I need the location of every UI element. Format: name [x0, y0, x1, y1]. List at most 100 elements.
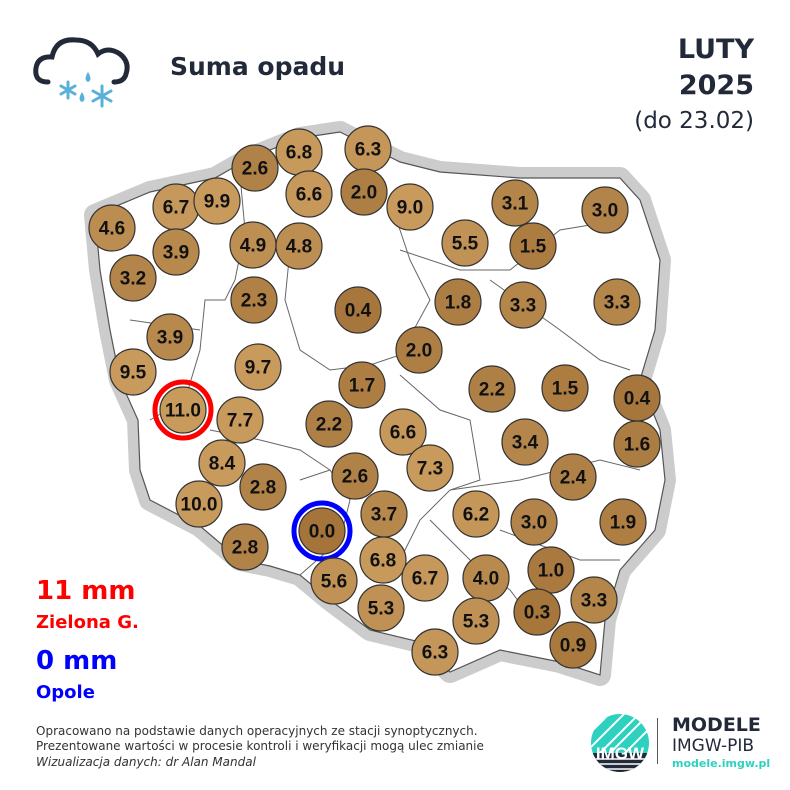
station-marker: 3.1 — [491, 179, 539, 227]
station-marker: 2.3 — [230, 276, 278, 324]
station-value: 2.3 — [241, 291, 267, 312]
station-circle — [338, 361, 386, 409]
station-value: 3.9 — [163, 243, 189, 264]
station-circle — [593, 278, 641, 326]
station-circle — [401, 554, 449, 602]
station-value: 2.6 — [242, 159, 268, 180]
station-marker: 4.0 — [462, 554, 510, 602]
station-marker: 9.0 — [386, 183, 434, 231]
station-circle — [175, 480, 223, 528]
station-value: 3.2 — [120, 269, 146, 290]
station-value: 4.9 — [240, 236, 266, 257]
station-value: 6.7 — [412, 569, 438, 590]
station-marker: 3.2 — [109, 254, 157, 302]
station-marker: 3.9 — [152, 228, 200, 276]
station-value: 3.3 — [510, 296, 536, 317]
station-circle — [570, 576, 618, 624]
station-circle — [441, 219, 489, 267]
station-value: 3.4 — [512, 433, 539, 454]
station-marker: 6.3 — [411, 628, 459, 676]
station-circle — [109, 254, 157, 302]
station-value: 9.5 — [120, 363, 147, 384]
station-marker: 0.9 — [549, 621, 597, 669]
station-marker: 3.3 — [570, 576, 618, 624]
station-marker: 11.0 — [152, 379, 214, 441]
station-markers: 4.6 6.7 9.9 2.6 6.8 6.3 6.6 2.0 9.0 3.1 3.0 3.9 4.9 4… — [88, 125, 661, 676]
station-circle — [239, 463, 287, 511]
station-circle — [513, 588, 561, 636]
station-value: 1.6 — [624, 435, 650, 456]
station-marker: 2.6 — [231, 144, 279, 192]
station-value: 4.8 — [286, 237, 312, 258]
station-marker: 7.7 — [216, 396, 264, 444]
station-circle — [452, 597, 500, 645]
imgw-logo: IMGW — [591, 714, 649, 772]
station-circle — [159, 386, 207, 434]
station-value: 2.2 — [479, 380, 505, 401]
station-marker: 8.4 — [198, 439, 246, 487]
station-marker: 10.0 — [175, 480, 223, 528]
station-marker: 6.6 — [285, 170, 333, 218]
station-marker: 6.7 — [401, 554, 449, 602]
station-value: 9.0 — [397, 198, 423, 219]
station-marker: 3.0 — [581, 186, 629, 234]
station-value: 2.0 — [351, 183, 377, 204]
station-marker: 6.8 — [359, 536, 407, 584]
station-value: 10.0 — [181, 495, 218, 516]
station-marker: 2.8 — [221, 523, 269, 571]
max-station-name: Zielona G. — [36, 612, 139, 633]
station-value: 9.7 — [245, 358, 271, 379]
station-marker: 2.2 — [305, 400, 353, 448]
station-circle — [549, 453, 597, 501]
station-marker: 6.8 — [275, 128, 323, 176]
station-circle — [234, 343, 282, 391]
station-circle — [491, 179, 539, 227]
station-value: 0.3 — [524, 603, 550, 624]
station-circle — [527, 546, 575, 594]
brand-url[interactable]: modele.imgw.pl — [672, 757, 771, 770]
verification-note: Prezentowane wartości w procesie kontrol… — [36, 739, 484, 753]
station-marker: 6.3 — [344, 125, 392, 173]
station-value: 1.5 — [520, 237, 547, 258]
station-circle — [109, 348, 157, 396]
station-value: 1.0 — [538, 561, 564, 582]
station-marker: 3.0 — [510, 498, 558, 546]
station-marker: 1.8 — [434, 278, 482, 326]
station-circle — [285, 170, 333, 218]
station-marker: 3.7 — [360, 490, 408, 538]
station-circle — [509, 222, 557, 270]
station-circle — [359, 536, 407, 584]
station-marker: 2.2 — [468, 365, 516, 413]
station-marker: 2.0 — [395, 326, 443, 374]
station-circle — [88, 204, 136, 252]
station-value: 6.7 — [163, 198, 189, 219]
station-circle — [501, 418, 549, 466]
station-value: 2.8 — [232, 538, 258, 559]
station-circle — [541, 364, 589, 412]
station-value: 2.0 — [406, 341, 432, 362]
station-marker: 9.5 — [109, 348, 157, 396]
max-highlight-ring — [152, 379, 214, 441]
station-marker: 2.6 — [331, 452, 379, 500]
station-marker: 0.4 — [334, 286, 382, 334]
station-marker: 0.3 — [513, 588, 561, 636]
station-marker: 3.3 — [593, 278, 641, 326]
station-value: 0.4 — [624, 389, 651, 410]
station-value: 3.9 — [157, 328, 183, 349]
max-value: 11 mm — [36, 576, 136, 606]
station-marker: 2.0 — [340, 168, 388, 216]
station-circle — [231, 144, 279, 192]
station-circle — [331, 452, 379, 500]
station-marker: 1.6 — [613, 420, 661, 468]
station-value: 6.8 — [286, 143, 312, 164]
station-circle — [275, 222, 323, 270]
station-circle — [305, 400, 353, 448]
station-value: 5.3 — [463, 612, 489, 633]
station-value: 2.6 — [342, 467, 368, 488]
station-value: 6.3 — [422, 643, 448, 664]
station-value: 2.4 — [560, 468, 587, 489]
station-marker: 5.6 — [310, 557, 358, 605]
station-circle — [411, 628, 459, 676]
year-label: 2025 — [678, 70, 754, 101]
